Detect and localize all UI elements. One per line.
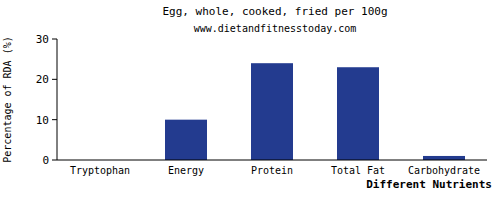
y-tick (52, 39, 57, 40)
y-tick (52, 79, 57, 80)
y-tick-label: 0 (42, 154, 49, 167)
y-axis-label: Percentage of RDA (%) (2, 36, 13, 162)
y-tick-label: 20 (36, 73, 49, 86)
x-axis (57, 160, 487, 161)
y-tick (52, 160, 57, 161)
x-tick-label: Protein (251, 165, 293, 176)
title: Egg, whole, cooked, fried per 100g (162, 5, 387, 18)
x-tick-label: Total Fat (331, 165, 385, 176)
x-tick-label: Tryptophan (70, 165, 130, 176)
bar (251, 63, 293, 160)
bar (337, 67, 379, 160)
y-tick-label: 30 (36, 33, 49, 46)
bar (423, 156, 465, 160)
subtitle: www.dietandfitnesstoday.com (194, 23, 357, 34)
x-axis-label: Different Nutrients (366, 178, 492, 191)
bar (165, 120, 207, 160)
y-axis (57, 39, 58, 160)
y-tick-label: 10 (36, 114, 49, 127)
y-tick (52, 119, 57, 120)
chart: Egg, whole, cooked, fried per 100g www.di… (0, 0, 500, 200)
x-tick-label: Carbohydrate (408, 165, 480, 176)
bars (165, 63, 465, 160)
x-tick-label: Energy (168, 165, 204, 176)
